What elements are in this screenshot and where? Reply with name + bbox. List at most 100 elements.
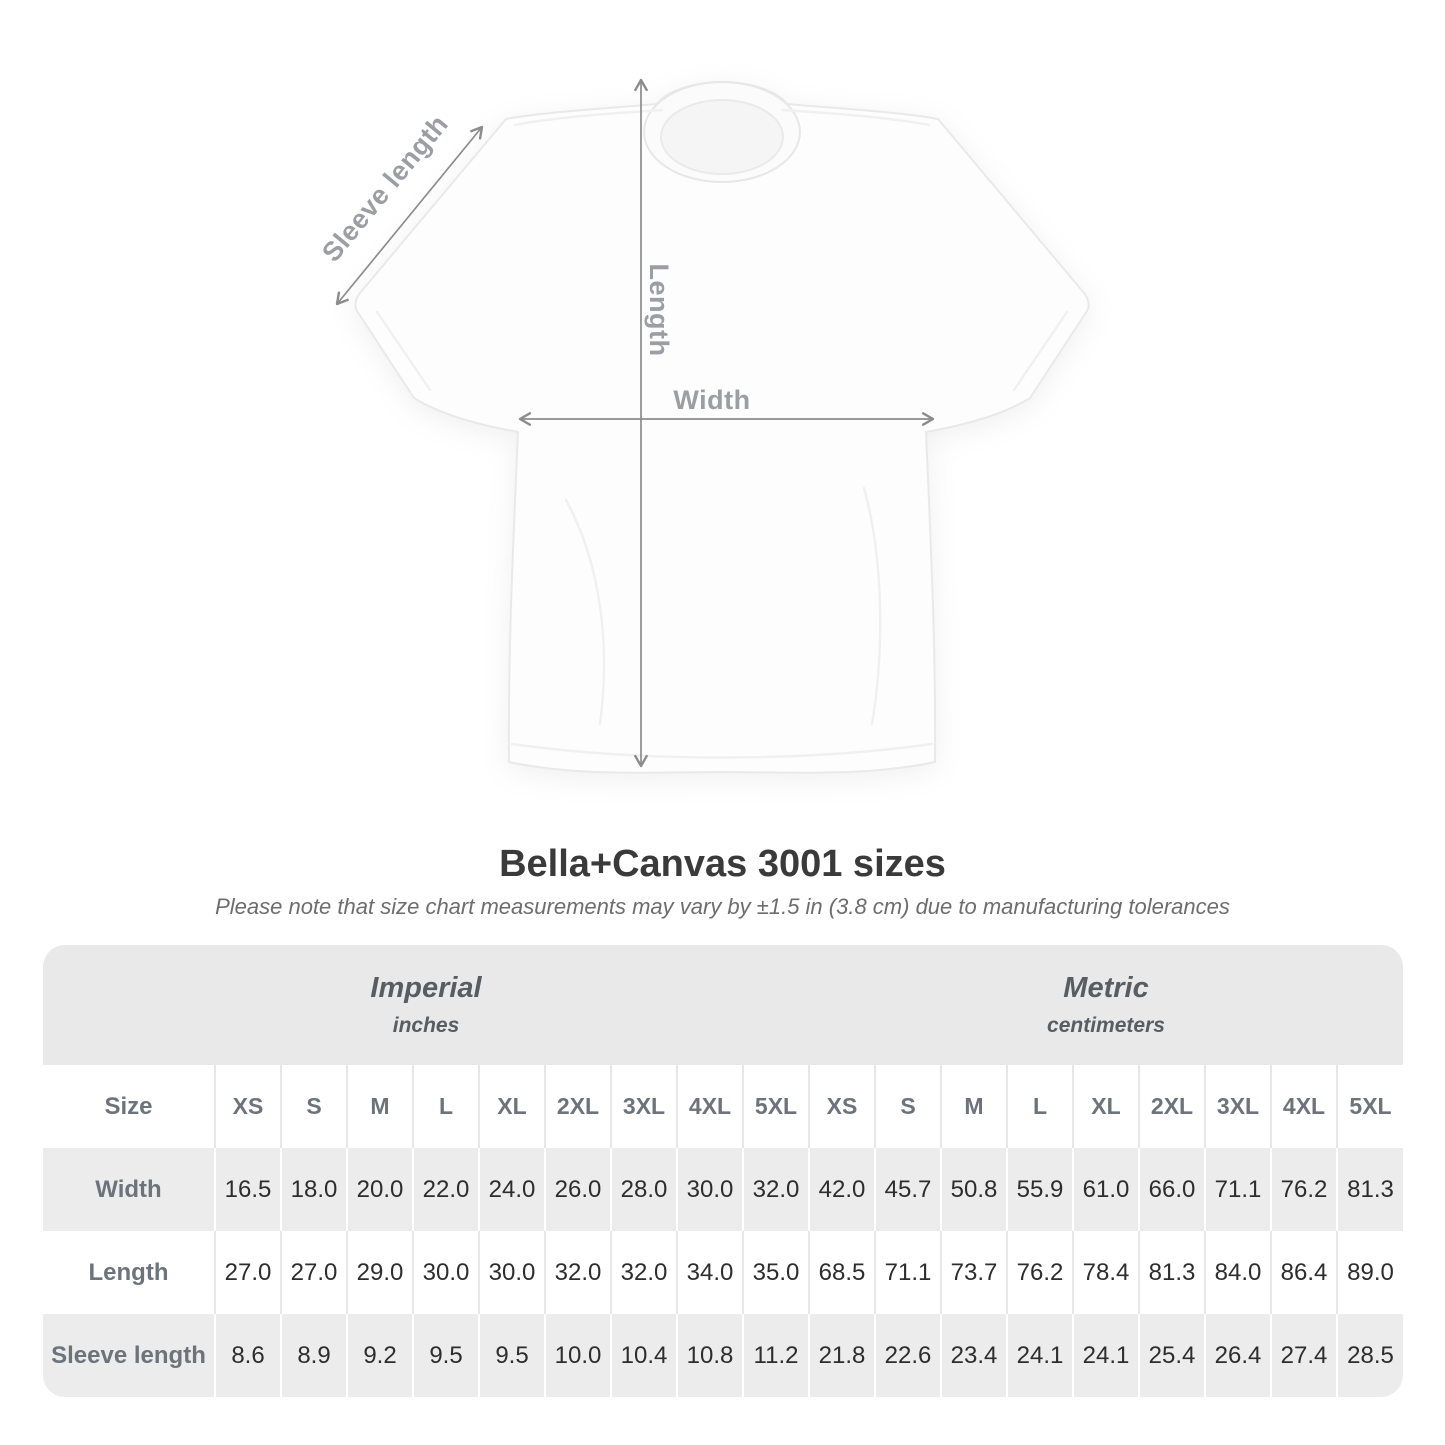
imperial-group-title: Imperial bbox=[370, 972, 482, 1004]
size-column-header: 4XL bbox=[1270, 1065, 1337, 1148]
measurement-value: 71.1 bbox=[1204, 1148, 1271, 1231]
measurement-value: 22.0 bbox=[412, 1148, 479, 1231]
measurement-value: 11.2 bbox=[742, 1314, 809, 1397]
measurement-row-label: Sleeve length bbox=[43, 1314, 215, 1397]
size-column-header: 3XL bbox=[1204, 1065, 1271, 1148]
measurement-value: 24.0 bbox=[478, 1148, 545, 1231]
measurement-value: 22.6 bbox=[874, 1314, 941, 1397]
measurement-value: 34.0 bbox=[676, 1231, 743, 1314]
measurement-value: 32.0 bbox=[610, 1231, 677, 1314]
measurement-value: 26.4 bbox=[1204, 1314, 1271, 1397]
measurement-value: 76.2 bbox=[1270, 1148, 1337, 1231]
measurement-value: 73.7 bbox=[940, 1231, 1007, 1314]
measurement-row-label: Width bbox=[43, 1148, 215, 1231]
measurement-value: 28.5 bbox=[1336, 1314, 1403, 1397]
measurement-value: 27.0 bbox=[280, 1231, 347, 1314]
size-column-header: XL bbox=[1072, 1065, 1139, 1148]
size-column-header: L bbox=[1006, 1065, 1073, 1148]
metric-group-header: Metric centimeters bbox=[809, 945, 1403, 1065]
tolerance-note: Please note that size chart measurements… bbox=[215, 894, 1230, 919]
size-column-header: S bbox=[874, 1065, 941, 1148]
size-table: Imperial inches Metric centimeters Size … bbox=[43, 945, 1403, 1397]
size-column-header: L bbox=[412, 1065, 479, 1148]
cuff-seam-right bbox=[1012, 310, 1069, 392]
metric-group-title: Metric bbox=[1063, 972, 1149, 1004]
measurement-value: 35.0 bbox=[742, 1231, 809, 1314]
measurement-value: 71.1 bbox=[874, 1231, 941, 1314]
measurement-value: 78.4 bbox=[1072, 1231, 1139, 1314]
page-title: Bella+Canvas 3001 sizes bbox=[499, 843, 946, 885]
measurement-value: 24.1 bbox=[1072, 1314, 1139, 1397]
metric-group-unit: centimeters bbox=[1047, 1014, 1165, 1037]
measurement-value: 42.0 bbox=[808, 1148, 875, 1231]
measurement-value: 10.0 bbox=[544, 1314, 611, 1397]
measurement-value: 8.6 bbox=[214, 1314, 281, 1397]
size-column-header: XS bbox=[808, 1065, 875, 1148]
measurement-value: 86.4 bbox=[1270, 1231, 1337, 1314]
measurement-value: 30.0 bbox=[412, 1231, 479, 1314]
measurement-value: 32.0 bbox=[544, 1231, 611, 1314]
measurement-value: 66.0 bbox=[1138, 1148, 1205, 1231]
measurement-value: 76.2 bbox=[1006, 1231, 1073, 1314]
measurement-value: 25.4 bbox=[1138, 1314, 1205, 1397]
measurement-value: 89.0 bbox=[1336, 1231, 1403, 1314]
measurement-value: 84.0 bbox=[1204, 1231, 1271, 1314]
measurement-value: 30.0 bbox=[478, 1231, 545, 1314]
measurement-value: 26.0 bbox=[544, 1148, 611, 1231]
size-column-header: XL bbox=[478, 1065, 545, 1148]
measurement-row-label: Length bbox=[43, 1231, 215, 1314]
tshirt-measurement-diagram: Sleeve length Length Width bbox=[316, 78, 1090, 774]
size-column-header: M bbox=[346, 1065, 413, 1148]
size-column-header: 4XL bbox=[676, 1065, 743, 1148]
measurement-value: 29.0 bbox=[346, 1231, 413, 1314]
measurement-value: 9.2 bbox=[346, 1314, 413, 1397]
length-label: Length bbox=[644, 264, 674, 357]
measurement-value: 27.0 bbox=[214, 1231, 281, 1314]
hem-seam bbox=[510, 742, 934, 759]
measurement-row: Width 16.5 18.0 20.0 22.0 24.0 26.0 28.0 30.0 32.… bbox=[43, 1148, 1403, 1231]
measurement-value: 21.8 bbox=[808, 1314, 875, 1397]
cuff-seam-left bbox=[375, 310, 432, 392]
measurement-value: 16.5 bbox=[214, 1148, 281, 1231]
measurement-value: 10.4 bbox=[610, 1314, 677, 1397]
size-column-header: 5XL bbox=[742, 1065, 809, 1148]
size-column-header: 2XL bbox=[1138, 1065, 1205, 1148]
size-column-header: 2XL bbox=[544, 1065, 611, 1148]
measurement-row: Sleeve length 8.6 8.9 9.2 9.5 9.5 10.0 10.4 10.8… bbox=[43, 1314, 1403, 1397]
measurement-value: 23.4 bbox=[940, 1314, 1007, 1397]
wrinkle-left bbox=[564, 498, 606, 726]
measurement-value: 28.0 bbox=[610, 1148, 677, 1231]
table-body: Width 16.5 18.0 20.0 22.0 24.0 26.0 28.0 30.0 32.… bbox=[43, 1148, 1403, 1397]
width-label: Width bbox=[673, 385, 750, 415]
size-column-header: S bbox=[280, 1065, 347, 1148]
measurement-value: 61.0 bbox=[1072, 1148, 1139, 1231]
size-table-container: Imperial inches Metric centimeters Size … bbox=[43, 945, 1403, 1397]
size-header-row: Size XS S M L XL 2XL 3XL 4XL 5XL XS S M L XL 2XL 3XL 4XL… bbox=[43, 1065, 1403, 1148]
measurement-value: 30.0 bbox=[676, 1148, 743, 1231]
measurement-value: 9.5 bbox=[478, 1314, 545, 1397]
shoulder-seam-right bbox=[780, 108, 931, 127]
measurement-value: 45.7 bbox=[874, 1148, 941, 1231]
measurement-value: 81.3 bbox=[1336, 1148, 1403, 1231]
measurement-value: 81.3 bbox=[1138, 1231, 1205, 1314]
measurement-value: 8.9 bbox=[280, 1314, 347, 1397]
measurement-value: 32.0 bbox=[742, 1148, 809, 1231]
measurement-value: 20.0 bbox=[346, 1148, 413, 1231]
measurement-value: 10.8 bbox=[676, 1314, 743, 1397]
measurement-value: 24.1 bbox=[1006, 1314, 1073, 1397]
size-column-header: XS bbox=[214, 1065, 281, 1148]
tshirt-body bbox=[354, 81, 1090, 774]
imperial-group-unit: inches bbox=[392, 1014, 460, 1037]
size-column-header: 3XL bbox=[610, 1065, 677, 1148]
tshirt-illustration bbox=[354, 81, 1090, 774]
measurement-row: Length 27.0 27.0 29.0 30.0 30.0 32.0 32.0 34.0 35… bbox=[43, 1231, 1403, 1314]
measurement-value: 68.5 bbox=[808, 1231, 875, 1314]
wrinkle-right bbox=[862, 486, 882, 726]
measurement-value: 18.0 bbox=[280, 1148, 347, 1231]
measurement-value: 50.8 bbox=[940, 1148, 1007, 1231]
sleeve-length-arrow bbox=[335, 125, 484, 306]
measurement-value: 27.4 bbox=[1270, 1314, 1337, 1397]
size-column-header: M bbox=[940, 1065, 1007, 1148]
size-row-label: Size bbox=[43, 1065, 215, 1148]
